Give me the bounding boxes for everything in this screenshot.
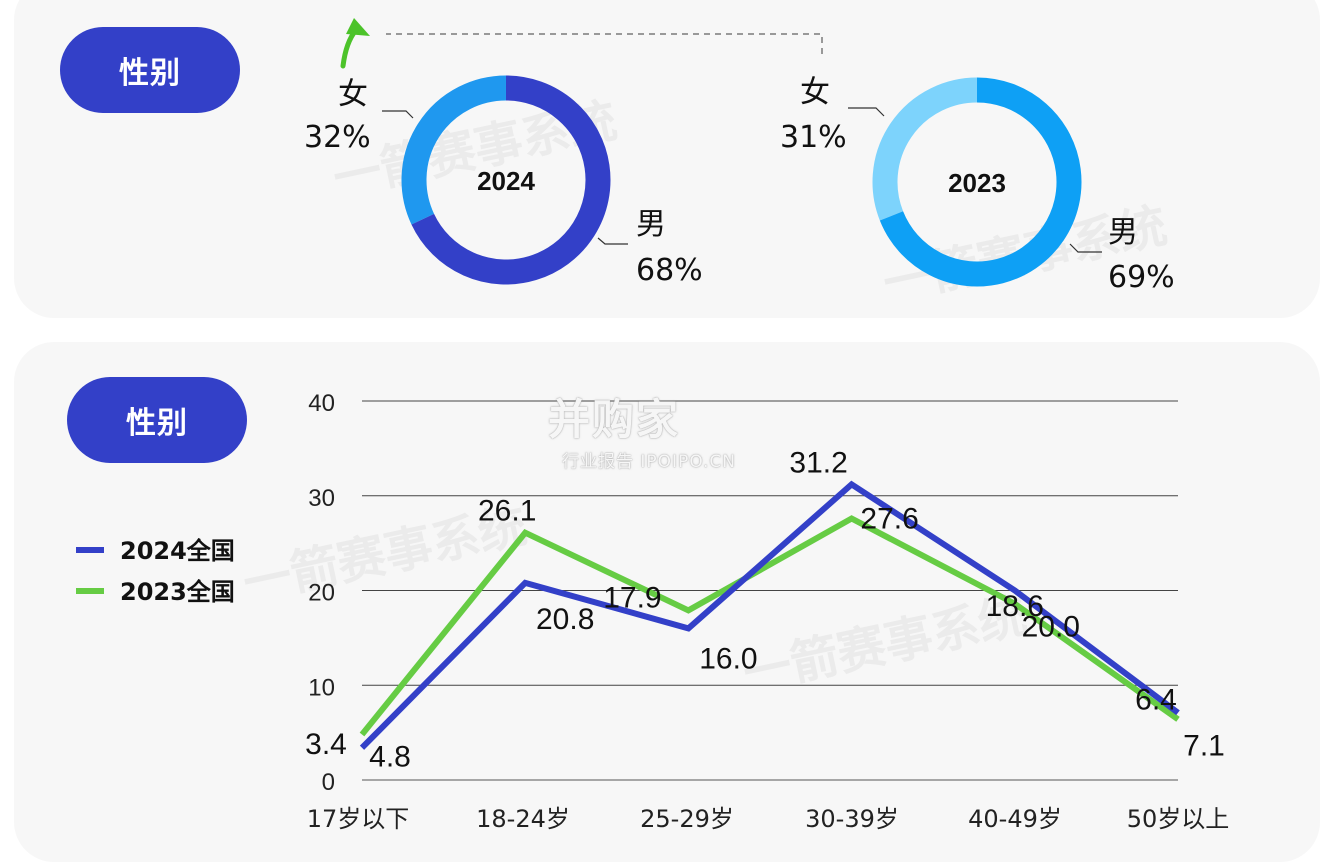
donut-slice-male [411,75,611,285]
y-tick-label: 0 [322,769,335,796]
logo-watermark-main: 并购家 [548,395,681,444]
female-leader-line [382,110,414,119]
male-leader-line [597,237,628,245]
x-tick-label: 17岁以下 [307,805,410,833]
female-label: 女 [338,77,368,112]
x-tick-label: 30-39岁 [805,805,899,833]
female-label: 女 [800,75,830,110]
gender-section-title: 性别 [60,27,240,113]
data-label: 20.0 [1022,611,1080,644]
donut-center-year: 2023 [948,168,1006,198]
male-label: 男 [1108,215,1138,250]
series-line [359,480,1180,750]
y-tick-label: 20 [308,580,335,607]
legend-label: 2023全国 [120,578,235,606]
donut-center-year: 2024 [477,166,535,196]
growth-arrow-head-icon [346,18,370,36]
female-percent: 32% [304,120,371,155]
data-label: 3.4 [305,728,347,761]
data-label: 17.9 [603,581,661,614]
growth-arrow-icon [340,27,359,69]
x-tick-label: 50岁以上 [1127,805,1230,833]
data-label: 16.0 [699,642,757,675]
female-leader-line [848,107,885,117]
y-tick-label: 10 [308,674,335,701]
data-label: 18.6 [986,590,1044,623]
series-line [359,515,1180,737]
x-tick-label: 25-29岁 [640,805,734,833]
legend-label: 2024全国 [120,537,235,565]
data-label: 26.1 [478,495,536,528]
donut-slice-male [879,77,1082,287]
male-percent: 69% [1108,260,1175,295]
data-label: 7.1 [1183,730,1225,763]
donut-slice-female [872,77,978,221]
donut-slice-female [401,75,507,225]
data-label: 20.8 [536,603,594,636]
female-percent: 31% [780,120,847,155]
y-tick-label: 30 [308,485,335,512]
y-tick-label: 40 [308,390,335,417]
male-percent: 68% [636,253,703,288]
male-label: 男 [636,207,666,242]
logo-watermark: 并购家 行业报告 IPOIPO.CN [548,386,736,472]
age-section-title: 性别 [67,377,247,463]
data-label: 6.4 [1135,683,1177,716]
data-label: 27.6 [860,502,918,535]
data-label: 31.2 [789,446,847,479]
data-label: 4.8 [369,741,411,774]
male-leader-line [1069,243,1102,253]
logo-watermark-sub: 行业报告 IPOIPO.CN [562,452,736,472]
comparison-dashed-line [386,33,823,54]
x-tick-label: 18-24岁 [476,805,570,833]
x-tick-label: 40-49岁 [968,805,1062,833]
